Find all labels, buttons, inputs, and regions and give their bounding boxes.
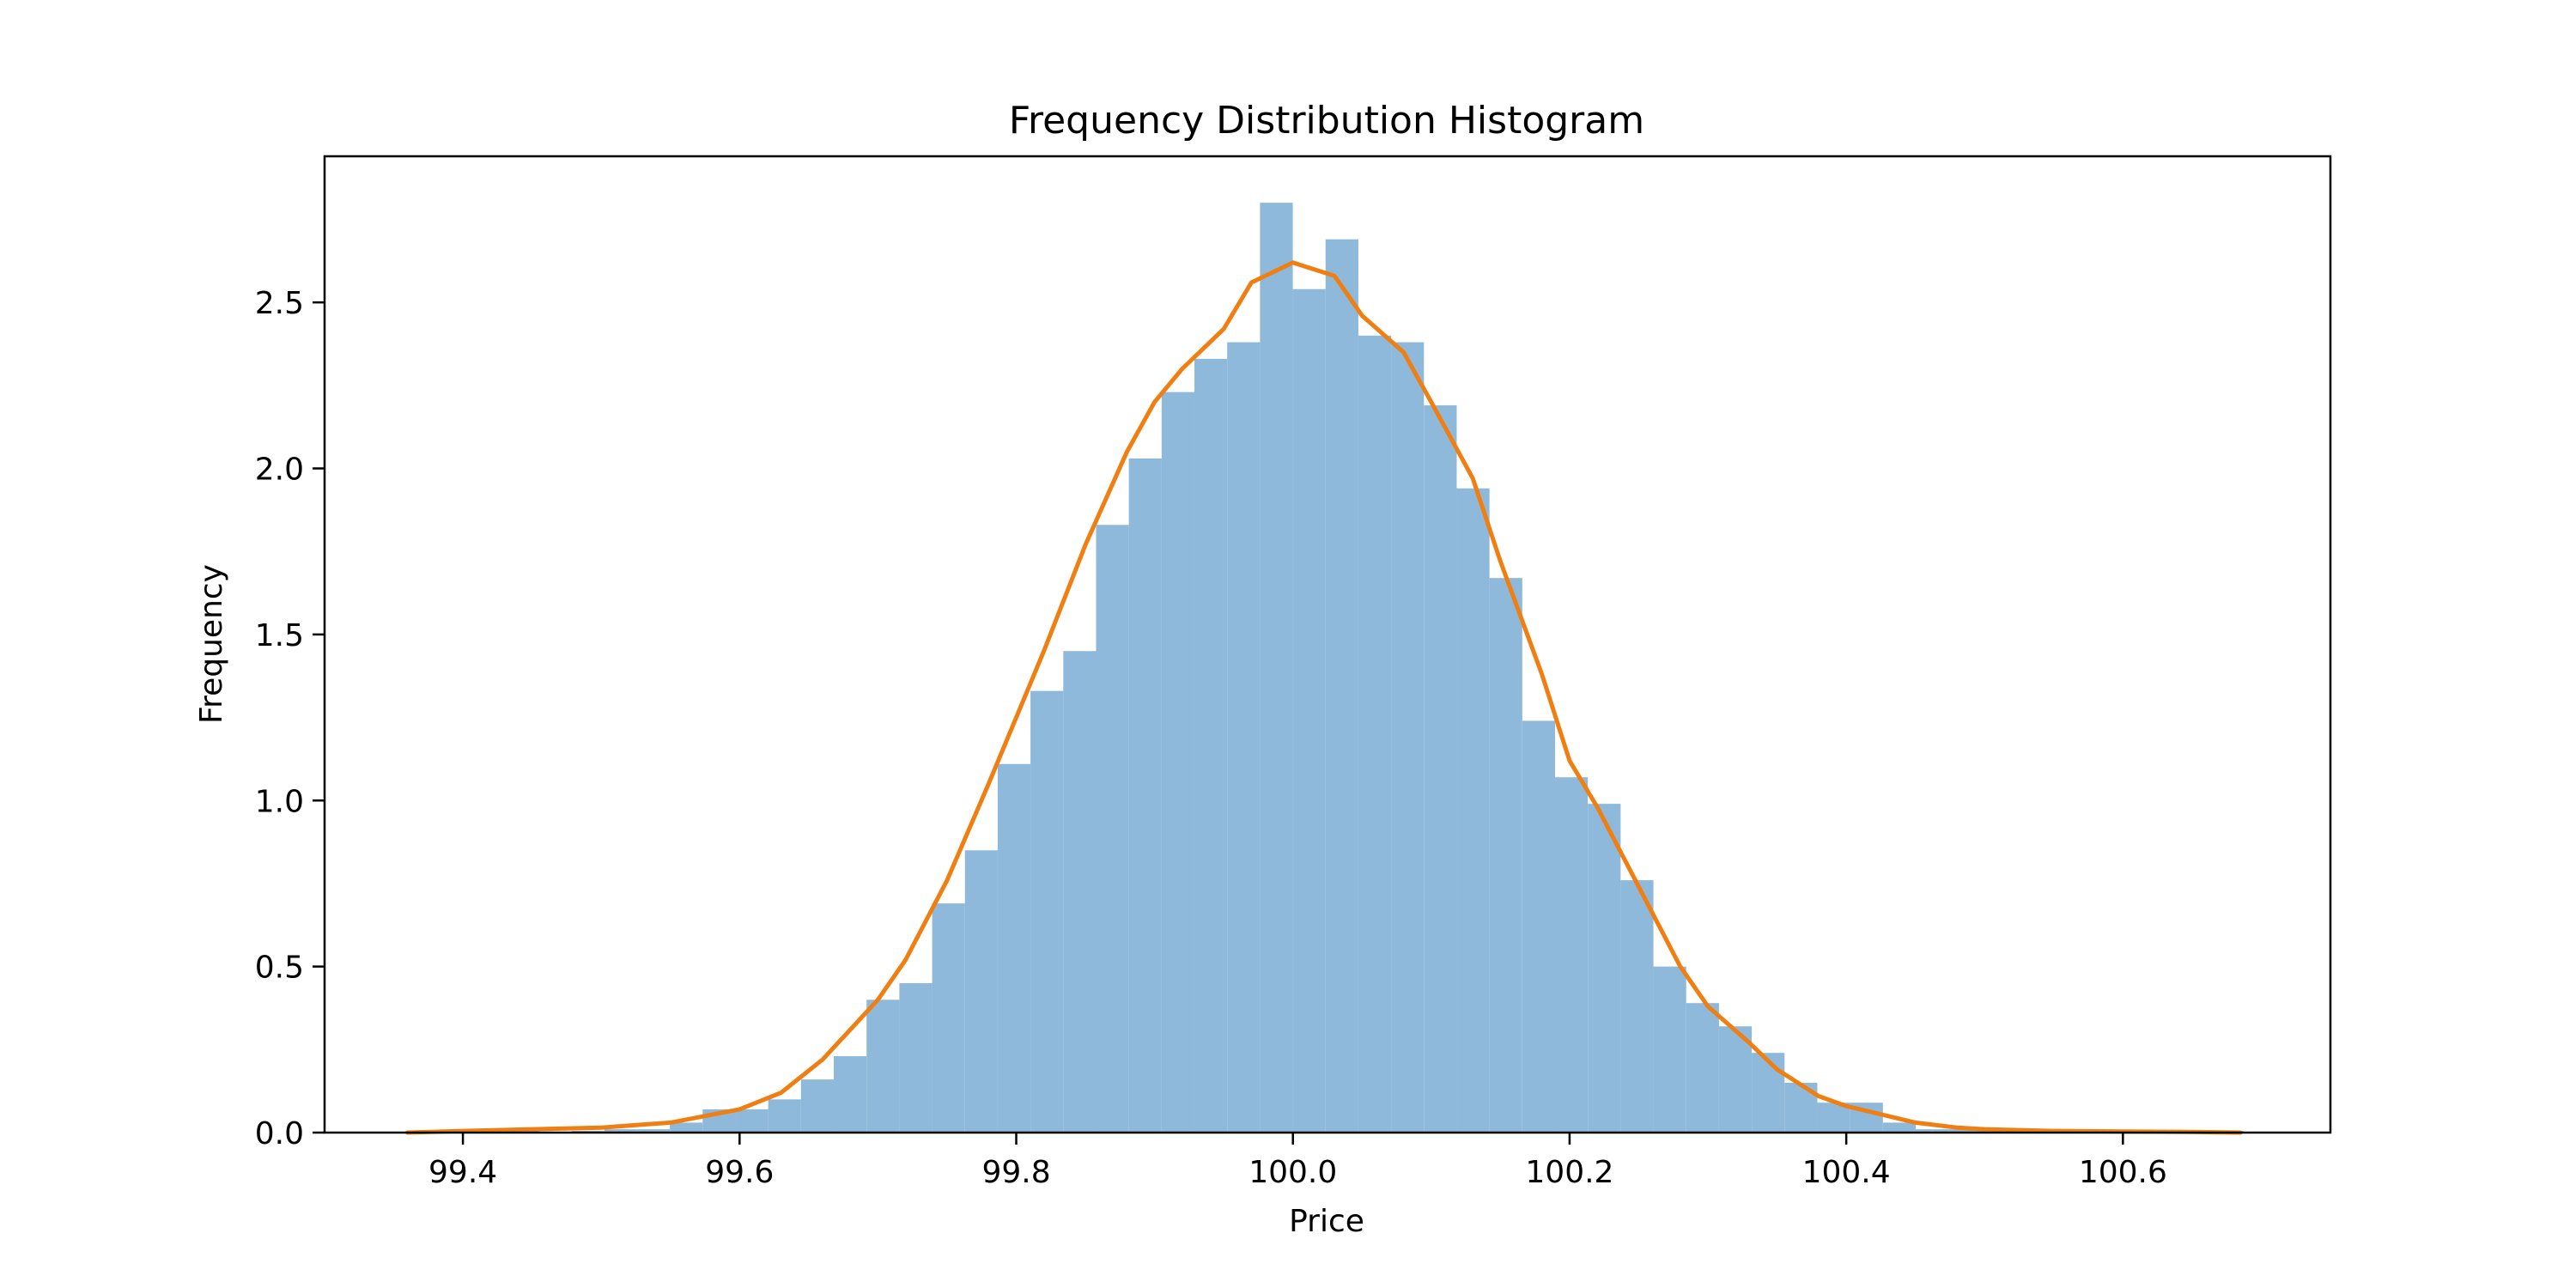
histogram-bar [899,982,933,1133]
histogram-bar [1260,203,1293,1133]
histogram-bar [670,1122,703,1133]
histogram-bar [1227,342,1261,1133]
y-tick-label: 0.0 [255,1116,304,1151]
histogram-bar [1718,1026,1753,1133]
density-curve [405,260,2243,1135]
x-tick-label: 99.8 [981,1155,1050,1190]
y-axis-ticks: 0.0 0.5 1.0 1.5 2.0 2.5 [255,286,325,1151]
chart-title: Frequency Distribution Histogram [1009,99,1644,143]
y-tick-label: 0.5 [255,951,304,986]
histogram-bar [1752,1053,1785,1133]
histogram-bar [1882,1122,1917,1133]
x-axis-ticks: 99.4 99.6 99.8 100.0 100.2 100.4 100.6 [428,1133,2167,1190]
histogram-bar [1522,720,1556,1133]
histogram-bar [1948,1129,1982,1133]
histogram-bar [1194,358,1228,1133]
histogram-bars [407,203,2244,1133]
histogram-bar [1555,777,1589,1133]
histogram-bar [1456,488,1490,1133]
histogram-bar [1653,966,1686,1133]
histogram-bar [964,850,998,1133]
y-tick-label: 2.5 [255,286,304,321]
histogram-bar [932,903,965,1133]
histogram-bar [1161,392,1195,1133]
histogram-bar [604,1129,637,1133]
y-tick-label: 1.0 [255,784,304,819]
histogram-bar [1063,651,1097,1133]
histogram-bar [1292,289,1326,1133]
histogram-bar [768,1099,801,1133]
x-tick-label: 100.0 [1249,1155,1337,1190]
y-axis-label: Frequency [194,564,229,724]
x-tick-label: 100.2 [1525,1155,1613,1190]
y-tick-label: 1.5 [255,618,304,653]
histogram-bar [1128,458,1162,1133]
histogram-bar [1588,804,1621,1133]
x-tick-label: 99.4 [428,1155,497,1190]
histogram-bar [1686,1003,1719,1133]
y-tick-label: 2.0 [255,453,304,488]
histogram-bar [1325,239,1358,1133]
histogram-bar [636,1129,671,1133]
histogram-bar [1391,342,1425,1133]
x-tick-label: 100.4 [1802,1155,1891,1190]
histogram-bar [1358,335,1392,1133]
histogram-bar [866,999,900,1133]
histogram-bar [1424,405,1457,1133]
x-tick-label: 100.6 [2079,1155,2167,1190]
histogram-bar [1916,1129,1949,1133]
histogram-bar [800,1079,835,1133]
histogram-bar [735,1109,769,1133]
plot-frame [323,155,2332,1134]
histogram-bar [1030,690,1064,1133]
histogram-bar [1489,578,1522,1133]
histogram-bar [1096,525,1129,1133]
x-tick-label: 99.6 [705,1155,774,1190]
histogram-bar [1620,880,1654,1133]
histogram-bar [834,1056,867,1133]
histogram-bar [997,763,1031,1133]
x-axis-label: Price [1289,1204,1364,1239]
